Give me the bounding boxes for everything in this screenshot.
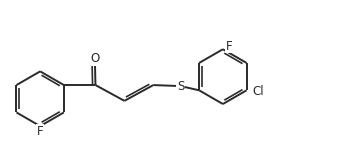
Text: O: O bbox=[90, 52, 100, 65]
Text: F: F bbox=[37, 125, 43, 138]
Text: Cl: Cl bbox=[252, 85, 264, 98]
Text: F: F bbox=[226, 40, 232, 53]
Text: S: S bbox=[177, 80, 185, 93]
